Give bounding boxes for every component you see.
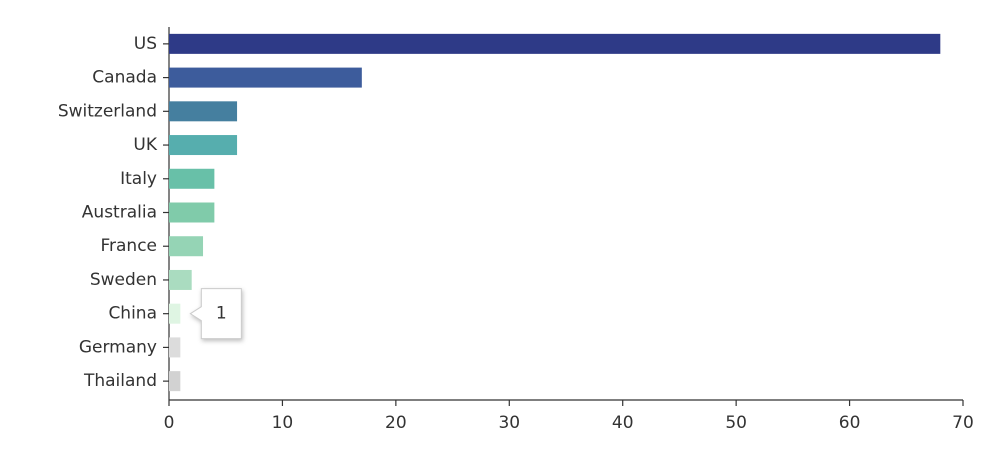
y-tick-label: US: [134, 34, 157, 54]
y-tick-label: Italy: [120, 169, 157, 189]
bar: [169, 202, 215, 223]
tooltip-box: [189, 288, 242, 340]
x-tick-label: 20: [385, 413, 407, 433]
y-tick-label: Switzerland: [58, 101, 157, 121]
x-tick-label: 60: [839, 413, 861, 433]
y-tick-label: UK: [133, 135, 157, 155]
y-tick-label: Germany: [79, 337, 157, 357]
bar: [169, 371, 181, 392]
x-tick-label: 40: [612, 413, 634, 433]
bar: [169, 135, 238, 156]
x-tick-label: 0: [164, 413, 175, 433]
y-tick-label: France: [100, 236, 157, 256]
x-tick-label: 10: [272, 413, 294, 433]
bar: [169, 269, 192, 290]
bar: [169, 303, 181, 324]
x-tick-label: 70: [952, 413, 974, 433]
tooltip-text: 1: [216, 304, 227, 324]
y-tick-label: China: [108, 304, 157, 324]
bar: [169, 337, 181, 358]
y-tick-label: Australia: [82, 203, 157, 223]
bar: [169, 101, 238, 122]
bar: [169, 168, 215, 189]
y-tick-label: Thailand: [83, 371, 157, 391]
bar: [169, 236, 204, 257]
tooltip: 1: [189, 288, 242, 340]
y-tick-label: Sweden: [90, 270, 157, 290]
bar: [169, 67, 362, 88]
x-tick-label: 50: [725, 413, 747, 433]
x-tick-label: 30: [498, 413, 520, 433]
bar: [169, 33, 941, 54]
y-tick-label: Canada: [92, 68, 157, 88]
